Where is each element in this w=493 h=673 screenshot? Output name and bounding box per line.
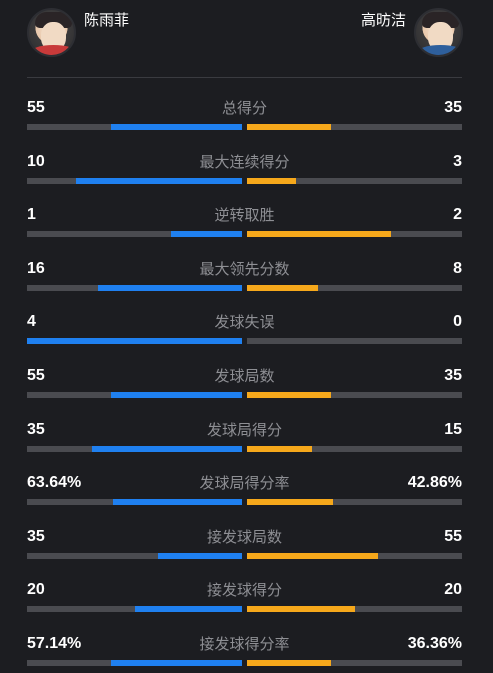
stat-left-bar xyxy=(27,606,242,613)
stat-left-value: 10 xyxy=(27,152,45,170)
stat-left-bar xyxy=(27,284,242,291)
stat-right-bar xyxy=(247,231,462,238)
stat-left-bar xyxy=(27,392,242,398)
stat-left-bar xyxy=(27,124,242,130)
stat-row: 发球失误 4 0 xyxy=(27,312,462,352)
stat-left-bar xyxy=(27,499,242,506)
stat-right-bar xyxy=(247,338,462,345)
stat-left-bar-fill xyxy=(113,499,242,506)
stat-right-value: 55 xyxy=(444,527,462,545)
player-right-name[interactable]: 高昉洁 xyxy=(360,11,406,29)
stat-label: 最大领先分数 xyxy=(199,259,290,278)
stat-label: 接发球得分率 xyxy=(199,635,290,653)
stat-label: 发球局数 xyxy=(214,367,275,385)
header-divider xyxy=(27,77,462,78)
stat-left-bar-fill xyxy=(171,231,242,238)
stat-left-bar-fill xyxy=(158,552,242,559)
stat-right-bar-fill xyxy=(247,124,331,130)
stat-right-bar-fill xyxy=(247,284,318,291)
stat-row: 发球局数 55 35 xyxy=(27,366,462,406)
stat-label: 发球失误 xyxy=(214,313,275,332)
stat-right-value: 2 xyxy=(453,206,462,224)
avatar-shirt xyxy=(31,45,74,55)
stat-left-bar xyxy=(27,445,242,452)
stat-row: 接发球得分 20 20 xyxy=(27,580,462,620)
stat-right-bar xyxy=(247,606,462,613)
stat-right-bar-fill xyxy=(247,445,312,452)
stat-right-bar xyxy=(247,124,462,130)
stat-right-bar-fill xyxy=(247,231,392,238)
stat-right-value: 36.36% xyxy=(407,635,462,652)
player-right[interactable]: 高昉洁 xyxy=(353,8,463,57)
stat-right-bar xyxy=(247,660,462,666)
stat-left-bar xyxy=(27,231,242,238)
player-right-avatar[interactable] xyxy=(414,8,463,57)
stat-left-bar-fill xyxy=(27,338,242,345)
stat-row: 总得分 55 35 xyxy=(27,98,462,138)
stat-left-value: 55 xyxy=(27,367,45,384)
stat-left-bar-fill xyxy=(97,284,242,291)
stat-left-value: 63.64% xyxy=(27,474,82,492)
stat-left-bar-fill xyxy=(110,392,242,398)
stat-right-bar xyxy=(247,445,462,452)
stat-left-bar xyxy=(27,177,242,184)
stat-label: 接发球得分 xyxy=(206,581,282,600)
stat-left-value: 20 xyxy=(27,581,45,599)
stat-right-bar xyxy=(247,284,462,291)
stat-row: 发球局得分率 63.64% 42.86% xyxy=(27,473,462,513)
stat-right-bar xyxy=(247,499,462,506)
stat-left-value: 55 xyxy=(27,99,45,116)
stat-right-value: 35 xyxy=(444,367,462,384)
stat-right-bar xyxy=(247,177,462,184)
stat-label: 发球局得分 xyxy=(206,420,282,439)
player-left[interactable]: 陈雨菲 xyxy=(27,8,137,57)
stat-left-bar-fill xyxy=(110,660,242,666)
stat-row: 逆转取胜 1 2 xyxy=(27,205,462,245)
stat-label: 逆转取胜 xyxy=(214,206,275,225)
stat-row: 接发球局数 35 55 xyxy=(27,527,462,567)
stat-left-bar-fill xyxy=(110,124,242,130)
stat-right-value: 3 xyxy=(453,152,462,170)
stat-right-bar-fill xyxy=(247,499,333,506)
stat-row: 发球局得分 35 15 xyxy=(27,420,462,460)
stat-left-value: 35 xyxy=(27,527,45,545)
stat-right-value: 0 xyxy=(453,313,462,331)
stat-right-value: 42.86% xyxy=(407,474,462,492)
stat-label: 最大连续得分 xyxy=(199,152,290,171)
stat-left-value: 35 xyxy=(27,420,45,438)
stat-left-bar xyxy=(27,660,242,666)
player-left-avatar[interactable] xyxy=(27,8,76,57)
stat-label: 总得分 xyxy=(221,99,267,117)
stat-left-bar-fill xyxy=(91,445,242,452)
match-header: 陈雨菲 高昉洁 xyxy=(0,0,493,78)
stat-left-bar xyxy=(27,552,242,559)
stat-row: 接发球得分率 57.14% 36.36% xyxy=(27,634,462,673)
avatar-shirt xyxy=(418,45,461,55)
stat-right-value: 35 xyxy=(444,99,462,116)
stat-row: 最大连续得分 10 3 xyxy=(27,152,462,192)
stat-right-bar-fill xyxy=(247,552,379,559)
stat-label: 接发球局数 xyxy=(206,527,282,546)
stat-right-bar xyxy=(247,392,462,398)
stat-right-value: 8 xyxy=(453,259,462,277)
stat-right-bar-fill xyxy=(247,392,331,398)
stat-left-value: 1 xyxy=(27,206,36,224)
stat-left-value: 4 xyxy=(27,313,36,331)
stat-right-bar xyxy=(247,552,462,559)
stat-right-value: 15 xyxy=(444,420,462,438)
stat-left-bar-fill xyxy=(134,606,242,613)
stat-row: 最大领先分数 16 8 xyxy=(27,259,462,299)
stat-right-bar-fill xyxy=(247,606,355,613)
stat-left-value: 16 xyxy=(27,259,45,277)
stat-right-value: 20 xyxy=(444,581,462,599)
stat-label: 发球局得分率 xyxy=(199,474,290,493)
stat-left-bar-fill xyxy=(76,177,242,184)
stat-right-bar-fill xyxy=(247,660,331,666)
player-left-name[interactable]: 陈雨菲 xyxy=(84,11,130,29)
stat-left-value: 57.14% xyxy=(27,635,82,652)
stat-left-bar xyxy=(27,338,242,345)
stat-right-bar-fill xyxy=(247,177,297,184)
